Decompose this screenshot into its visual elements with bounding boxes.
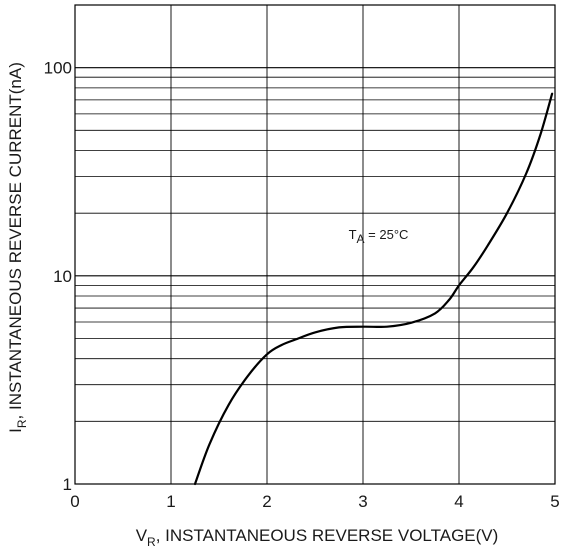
x-tick-label: 4 (454, 492, 463, 511)
x-axis-label-sub: R (147, 535, 156, 549)
annotation-main: T (349, 227, 357, 242)
x-axis-label-main: V (136, 526, 148, 545)
y-tick-label: 1 (63, 475, 72, 494)
y-axis-label-main: I (6, 428, 25, 433)
x-axis-label-rest: , INSTANTANEOUS REVERSE VOLTAGE(V) (156, 526, 499, 545)
series-line (193, 92, 554, 486)
grid-lines (74, 4, 556, 485)
temperature-annotation: TA = 25°C (349, 227, 409, 246)
y-tick-label: 10 (53, 267, 72, 286)
annotation-sub: A (357, 232, 365, 246)
y-tick-labels: 1 10 100 (44, 59, 72, 494)
x-tick-label: 0 (70, 492, 79, 511)
plot-frame (74, 4, 556, 485)
x-tick-label: 3 (358, 492, 367, 511)
x-tick-label: 5 (550, 492, 559, 511)
x-axis-label: VR, INSTANTANEOUS REVERSE VOLTAGE(V) (136, 526, 499, 549)
y-axis-label-rest: , INSTANTANEOUS REVERSE CURRENT(nA) (6, 62, 25, 419)
y-axis-label-sub: R (15, 419, 29, 428)
x-tick-labels: 0 1 2 3 4 5 (70, 492, 559, 511)
x-tick-label: 2 (262, 492, 271, 511)
y-tick-label: 100 (44, 59, 72, 78)
x-tick-label: 1 (166, 492, 175, 511)
y-axis-label: IR, INSTANTANEOUS REVERSE CURRENT(nA) (6, 62, 29, 433)
annotation-rest: = 25°C (365, 227, 409, 242)
